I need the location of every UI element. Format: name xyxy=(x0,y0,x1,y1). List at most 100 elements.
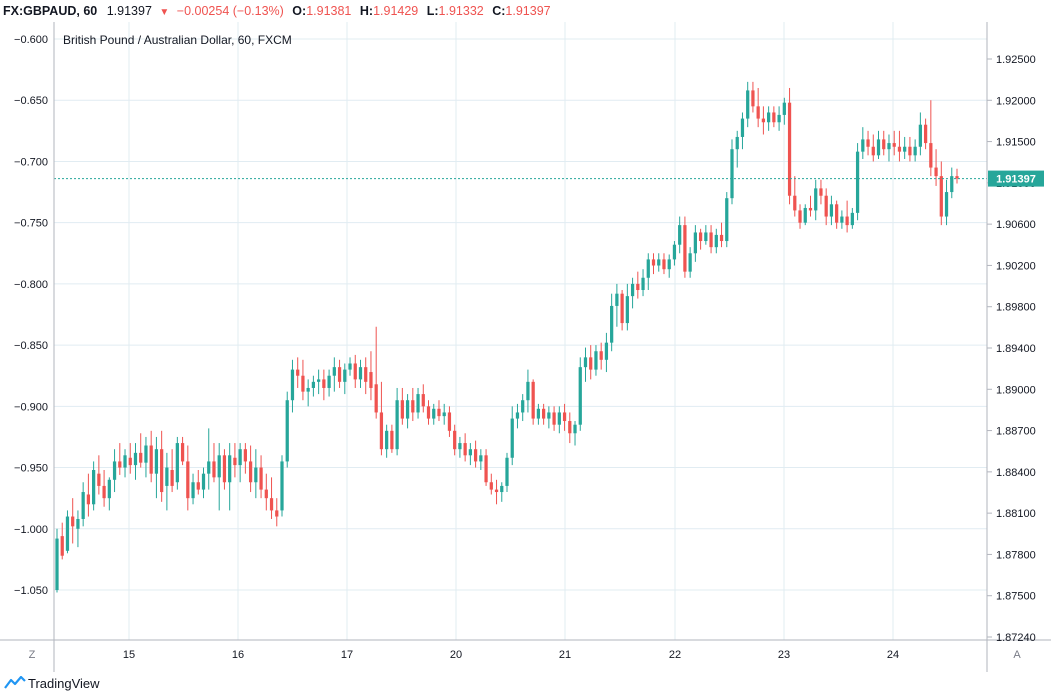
low-label: L: xyxy=(426,4,439,18)
candle-body xyxy=(568,421,572,434)
candle xyxy=(144,436,148,478)
time-axis[interactable]: 15 16 17 20 21 22 23 24 xyxy=(123,649,899,661)
candle-body xyxy=(615,293,619,306)
candle xyxy=(254,449,258,499)
symbol-label[interactable]: FX:GBPAUD, 60 xyxy=(3,4,98,18)
candle-body xyxy=(212,461,216,478)
candle-body xyxy=(573,424,577,434)
candle xyxy=(683,216,687,278)
candle-body xyxy=(364,367,368,382)
candle xyxy=(835,200,839,229)
candle-body xyxy=(651,259,656,266)
candle xyxy=(594,345,598,376)
candle xyxy=(264,473,268,511)
candle xyxy=(903,136,907,159)
candle xyxy=(479,449,483,471)
right-tick-label: 1.88700 xyxy=(996,426,1036,438)
candle xyxy=(542,403,546,425)
auto-scale-a-button[interactable]: A xyxy=(1013,649,1021,661)
candle xyxy=(65,510,70,554)
candle-body xyxy=(442,412,446,417)
auto-scale-z-button[interactable]: Z xyxy=(29,649,36,661)
candle-body xyxy=(630,283,635,297)
candle xyxy=(170,449,174,493)
left-tick-label: −0.750 xyxy=(14,218,48,230)
candle-body xyxy=(500,485,504,493)
candle xyxy=(165,452,169,511)
candle-body xyxy=(259,467,263,490)
candle-body xyxy=(798,210,802,223)
candle xyxy=(301,359,305,401)
right-tick-label: 1.90600 xyxy=(996,219,1036,231)
right-tick-label: 1.92000 xyxy=(996,95,1036,107)
candle-body xyxy=(186,461,190,499)
candle-body xyxy=(521,400,525,413)
candle xyxy=(620,290,624,331)
right-tick-label: 1.87800 xyxy=(996,549,1036,561)
candle-body xyxy=(327,375,331,388)
candle-body xyxy=(201,473,206,490)
candle xyxy=(646,253,650,291)
chart-area[interactable]: British Pound / Australian Dollar, 60, F… xyxy=(0,22,1051,672)
tradingview-brand[interactable]: TradingView xyxy=(28,676,100,691)
candle-body xyxy=(128,457,132,466)
candle xyxy=(808,195,813,217)
candle-body xyxy=(557,412,561,425)
candle-body xyxy=(667,259,671,270)
candle xyxy=(259,455,263,499)
candle-body xyxy=(275,510,279,517)
candle xyxy=(562,403,567,431)
candle xyxy=(317,369,321,395)
candle-body xyxy=(793,195,797,211)
candle xyxy=(505,452,509,493)
candle xyxy=(369,351,373,401)
candle xyxy=(777,106,781,131)
candle xyxy=(154,436,159,499)
candle xyxy=(337,359,342,388)
candle xyxy=(243,443,247,474)
right-tick-label: 1.89400 xyxy=(996,343,1036,355)
candle-body xyxy=(746,90,750,119)
candle xyxy=(311,375,316,397)
candle xyxy=(348,357,352,376)
candle-body xyxy=(222,455,227,483)
candle-body xyxy=(704,232,708,242)
candle-body xyxy=(625,296,629,324)
candle xyxy=(625,283,629,331)
candle-body xyxy=(892,143,896,147)
candle-body xyxy=(133,452,138,466)
candle xyxy=(379,381,384,456)
candle-body xyxy=(97,473,101,486)
left-tick-label: −1.000 xyxy=(14,524,48,536)
candle-body xyxy=(850,212,854,226)
candle xyxy=(92,461,96,511)
candle xyxy=(160,430,164,502)
candle-body xyxy=(803,207,807,223)
candle xyxy=(201,467,206,499)
candle xyxy=(704,225,708,245)
candle-body xyxy=(944,192,949,217)
candle xyxy=(280,455,284,517)
candle xyxy=(60,522,64,560)
candle-body xyxy=(348,363,352,370)
candle-body xyxy=(604,342,609,360)
candle xyxy=(217,443,221,511)
candle-body xyxy=(814,188,818,211)
candle xyxy=(343,363,347,395)
candle xyxy=(866,130,870,156)
candle xyxy=(186,445,190,511)
time-tick-label: 24 xyxy=(887,649,899,661)
candle-body xyxy=(76,518,80,529)
candle xyxy=(657,253,661,272)
candle xyxy=(740,112,745,150)
candle xyxy=(850,207,854,229)
candle-body xyxy=(290,369,295,401)
candle xyxy=(228,443,232,511)
candle xyxy=(698,228,703,250)
candle xyxy=(918,112,922,156)
candle-body xyxy=(358,367,363,380)
candle-body xyxy=(494,489,499,493)
left-axis[interactable]: −0.600 −0.650 −0.700 −0.750 −0.800 −0.850 −0.9… xyxy=(14,34,48,597)
tradingview-logo-icon[interactable] xyxy=(4,676,26,690)
candle-body xyxy=(400,400,404,419)
